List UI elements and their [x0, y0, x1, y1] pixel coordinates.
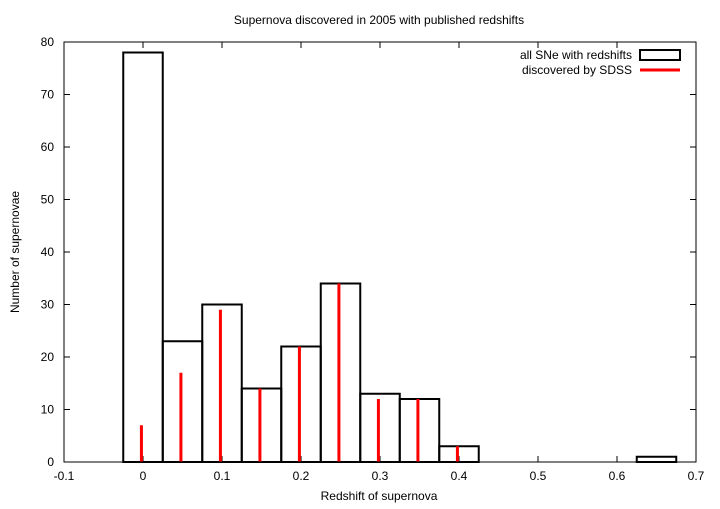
x-tick-label: 0 — [140, 469, 147, 483]
chart-title: Supernova discovered in 2005 with publis… — [234, 13, 524, 27]
y-tick-label: 80 — [41, 35, 55, 49]
x-axis-label: Redshift of supernova — [321, 489, 438, 503]
y-tick-label: 10 — [41, 403, 55, 417]
plot-frame — [63, 41, 697, 463]
x-tick-label: 0.1 — [214, 469, 231, 483]
legend-label-sdss: discovered by SDSS — [522, 63, 632, 77]
y-axis-label: Number of supernovae — [8, 191, 22, 313]
y-tick-label: 30 — [41, 298, 55, 312]
legend: all SNe with redshifts discovered by SDS… — [520, 48, 681, 77]
y-tick-label: 40 — [41, 245, 55, 259]
sdss-impulses — [139, 283, 459, 462]
legend-label-all-sne: all SNe with redshifts — [520, 48, 632, 62]
y-tick-label: 50 — [41, 193, 55, 207]
x-tick-label: 0.4 — [451, 469, 468, 483]
x-tick-label: -0.1 — [54, 469, 75, 483]
y-tick-label: 60 — [41, 140, 55, 154]
x-tick-label: 0.3 — [372, 469, 389, 483]
x-tick-label: 0.7 — [688, 469, 705, 483]
x-tick-label: 0.2 — [293, 469, 310, 483]
y-tick-label: 0 — [47, 455, 54, 469]
x-tick-label: 0.6 — [609, 469, 626, 483]
legend-key-all-sne — [639, 49, 681, 61]
axis-ticks: -0.1 0 0.1 0.2 0.3 0.4 0.5 0.6 0.701020304050607… — [41, 35, 705, 483]
y-tick-label: 70 — [41, 88, 55, 102]
y-tick-label: 20 — [41, 350, 55, 364]
x-tick-label: 0.5 — [530, 469, 547, 483]
